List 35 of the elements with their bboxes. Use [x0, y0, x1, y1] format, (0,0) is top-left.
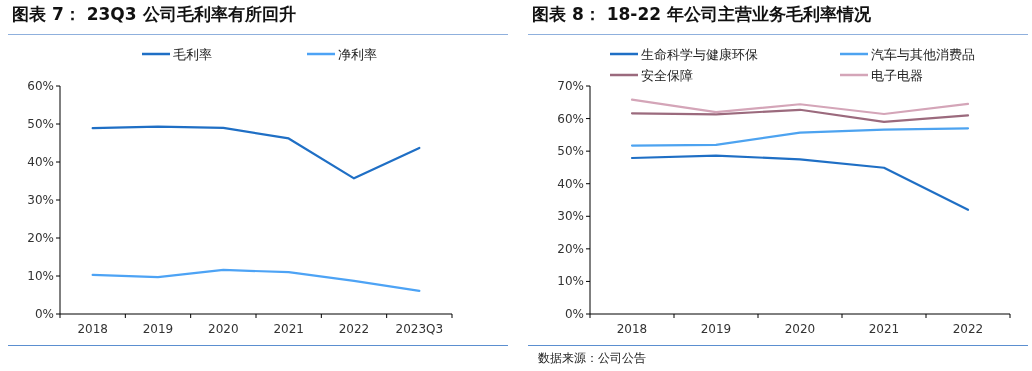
- y-tick-label: 40%: [27, 155, 54, 169]
- x-tick-label: 2019: [700, 322, 732, 336]
- legend-label: 生命科学与健康环保: [641, 47, 758, 62]
- x-tick-label: 2022: [338, 322, 370, 336]
- x-tick-label: 2021: [868, 322, 900, 336]
- chart-title: 图表 8： 18-22 年公司主营业务毛利率情况: [532, 3, 871, 26]
- x-tick-label: 2022: [952, 322, 984, 336]
- y-tick-label: 30%: [557, 209, 584, 224]
- y-tick-label: 20%: [27, 231, 54, 245]
- y-tick-label: 60%: [557, 111, 584, 126]
- y-tick-label: 0%: [564, 307, 584, 321]
- y-tick-label: 50%: [557, 144, 584, 159]
- y-tick-label: 0%: [34, 307, 54, 321]
- y-tick-label: 20%: [557, 241, 584, 256]
- y-tick-label: 10%: [557, 274, 584, 289]
- y-tick-label: 70%: [557, 79, 584, 93]
- x-tick-label: 2023Q3: [395, 322, 444, 336]
- x-tick-label: 2018: [77, 322, 108, 336]
- legend-label: 毛利率: [173, 47, 212, 62]
- y-tick-label: 30%: [27, 193, 54, 207]
- chart-title: 图表 7： 23Q3 公司毛利率有所回升: [12, 3, 296, 26]
- legend-label: 电子电器: [871, 68, 923, 83]
- legend-label: 安全保障: [641, 68, 693, 83]
- x-tick-label: 2020: [784, 322, 816, 336]
- x-tick-label: 2021: [273, 322, 304, 336]
- y-tick-label: 50%: [27, 117, 54, 131]
- x-tick-label: 2020: [208, 322, 239, 336]
- y-tick-label: 40%: [557, 176, 584, 191]
- x-tick-label: 2018: [616, 322, 648, 336]
- y-tick-label: 60%: [27, 79, 54, 93]
- legend-label: 汽车与其他消费品: [871, 47, 975, 62]
- source-note: 数据来源：公司公告: [538, 350, 646, 367]
- x-tick-label: 2019: [142, 322, 174, 336]
- y-tick-label: 10%: [27, 269, 54, 283]
- legend-label: 净利率: [338, 47, 377, 62]
